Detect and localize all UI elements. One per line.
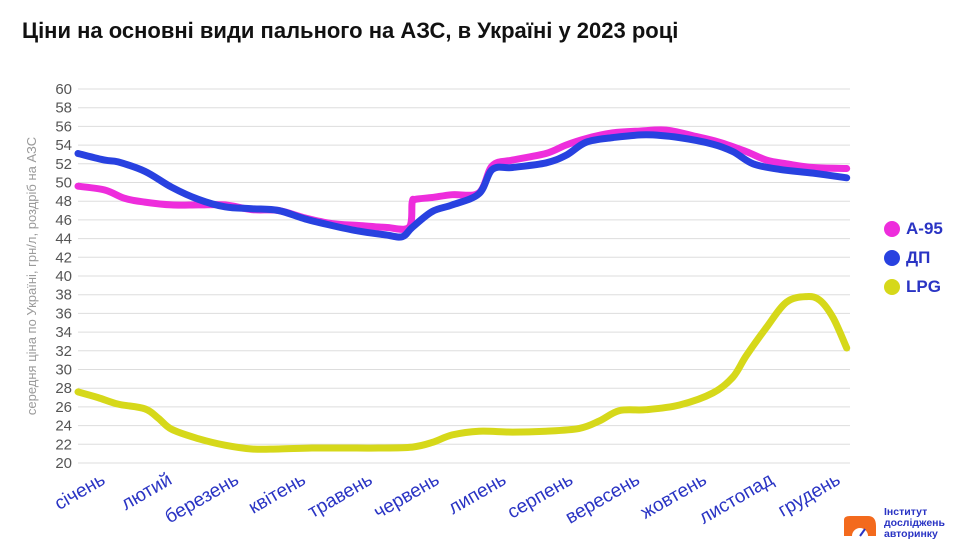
legend-label-a95: А-95 xyxy=(906,219,943,238)
fuel-gauge-logo-icon xyxy=(844,516,876,537)
logo-line-1: Інститут xyxy=(884,505,928,518)
y-tick-label: 26 xyxy=(55,399,72,416)
legend-swatch-dp xyxy=(884,250,900,266)
y-tick-label: 30 xyxy=(55,362,72,379)
legend: А-95 ДП LPG xyxy=(884,216,943,303)
x-tick-label: березень xyxy=(162,469,243,528)
y-tick-label: 24 xyxy=(55,418,72,435)
chart-title: Ціни на основні види пального на АЗС, в … xyxy=(22,18,679,43)
logo-line-2: досліджень xyxy=(884,516,945,529)
y-tick-label: 54 xyxy=(55,137,72,154)
series-line-dp[interactable] xyxy=(74,131,851,241)
x-tick-label: квітень xyxy=(245,469,309,518)
y-tick-label: 38 xyxy=(55,287,72,304)
legend-item-lpg[interactable]: LPG xyxy=(884,274,943,300)
legend-swatch-lpg xyxy=(884,279,900,295)
y-tick-labels: 2022242628303234363840424446485052545658… xyxy=(55,81,72,472)
y-tick-label: 52 xyxy=(55,156,72,173)
x-tick-label: січень xyxy=(51,469,109,515)
legend-label-dp: ДП xyxy=(906,248,931,267)
x-tick-label: травень xyxy=(305,469,377,523)
y-tick-label: 60 xyxy=(55,81,72,98)
legend-label-lpg: LPG xyxy=(906,277,941,296)
x-tick-label: листопад xyxy=(696,469,778,528)
y-tick-label: 28 xyxy=(55,380,72,397)
y-tick-label: 36 xyxy=(55,305,72,322)
legend-item-a95[interactable]: А-95 xyxy=(884,216,943,242)
x-tick-label: вересень xyxy=(562,469,644,528)
y-tick-label: 34 xyxy=(55,324,72,341)
y-tick-label: 50 xyxy=(55,175,72,192)
institute-logo: Інститут досліджень авторинку xyxy=(842,506,945,540)
x-tick-label: червень xyxy=(370,469,443,523)
y-tick-label: 58 xyxy=(55,100,72,117)
x-tick-label: грудень xyxy=(775,469,845,521)
y-tick-label: 44 xyxy=(55,231,72,248)
y-tick-label: 20 xyxy=(55,455,72,472)
legend-item-dp[interactable]: ДП xyxy=(884,245,943,271)
y-tick-label: 48 xyxy=(55,193,72,210)
y-tick-label: 22 xyxy=(55,436,72,453)
logo-line-3: авторинку xyxy=(884,527,938,540)
y-tick-label: 56 xyxy=(55,118,72,135)
series-layer xyxy=(74,126,851,453)
y-tick-label: 32 xyxy=(55,343,72,360)
y-axis-label: середня ціна по Україні, грн/л, роздріб … xyxy=(24,137,39,415)
legend-swatch-a95 xyxy=(884,221,900,237)
x-tick-label: липень xyxy=(445,469,510,519)
series-line-lpg[interactable] xyxy=(74,293,851,453)
y-tick-label: 46 xyxy=(55,212,72,229)
y-tick-label: 40 xyxy=(55,268,72,285)
y-tick-label: 42 xyxy=(55,249,72,266)
